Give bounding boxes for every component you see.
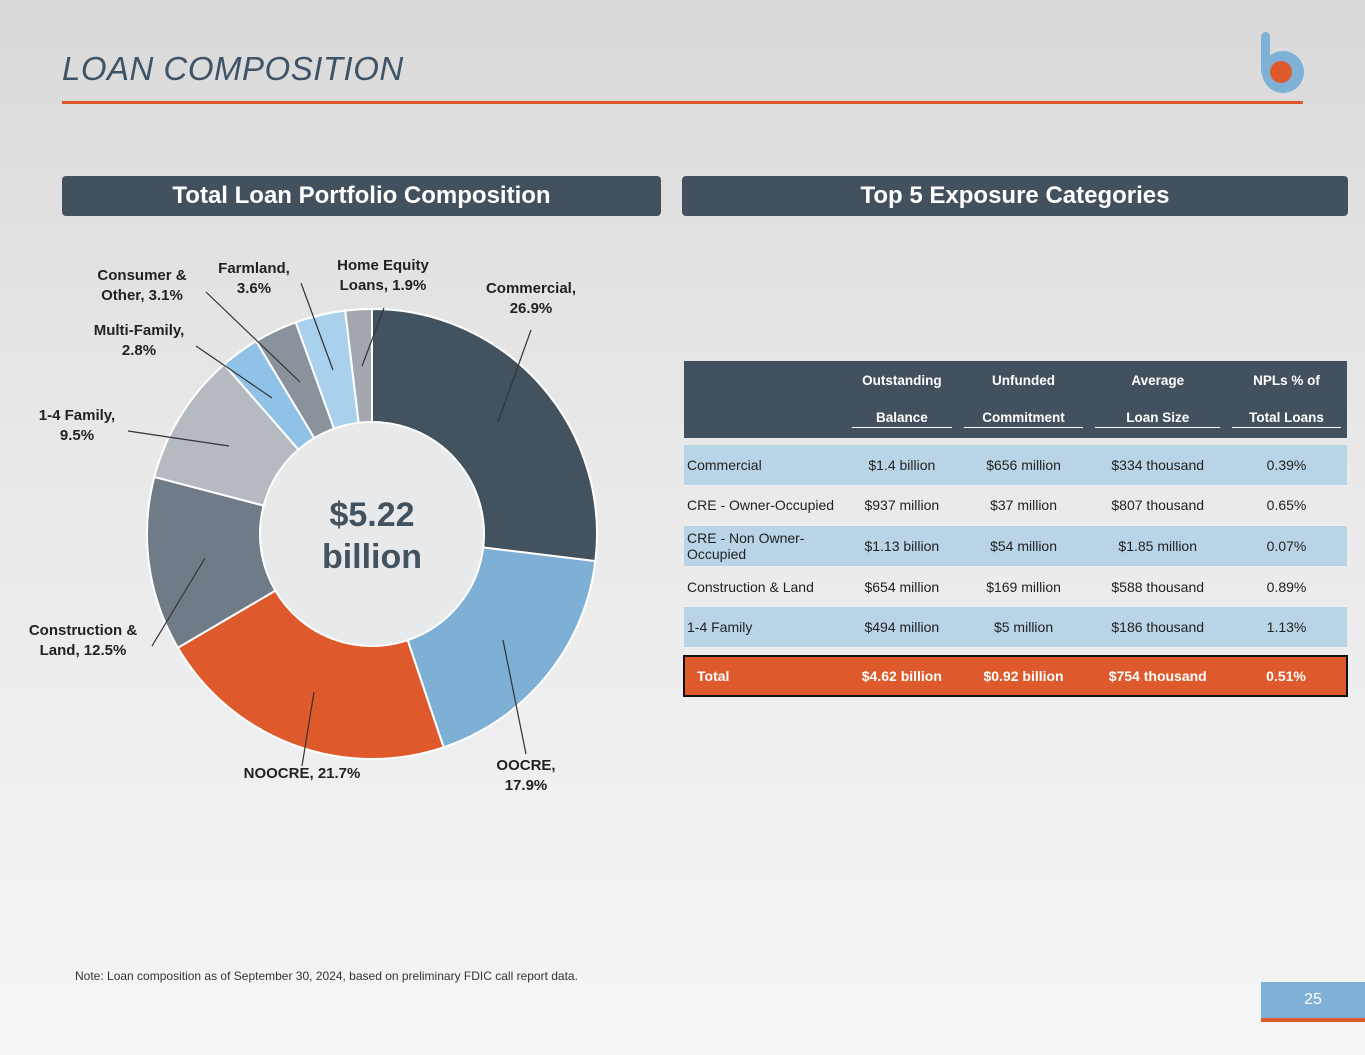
row-npl: 1.13% <box>1226 606 1347 648</box>
row-npl: 0.89% <box>1226 566 1347 608</box>
leader-line <box>361 307 385 367</box>
header-bottom: Total Loans <box>1226 399 1347 438</box>
donut-slice <box>406 546 597 749</box>
row-npl: 0.39% <box>1226 445 1347 486</box>
total-npl: 0.51% <box>1226 654 1348 697</box>
slice-label: Consumer & Other, 3.1% <box>97 267 186 304</box>
donut-slice <box>371 307 598 563</box>
header-corner <box>684 361 846 399</box>
loan-composition-donut-chart: $5.22 billion Commercial, 26.9% OOCRE, 17.9% N… <box>29 257 598 794</box>
row-avg-size: $334 thousand <box>1089 445 1227 486</box>
header-bottom: Loan Size <box>1089 399 1227 438</box>
row-unfunded: $169 million <box>957 566 1090 608</box>
top-exposure-header: Top 5 Exposure Categories <box>682 176 1348 216</box>
row-unfunded: $656 million <box>957 445 1090 486</box>
leader-line <box>497 329 532 423</box>
table-row: Construction & Land $654 million $169 mi… <box>684 566 1347 608</box>
header-bottom: Commitment <box>957 399 1090 438</box>
total-avg-size: $754 thousand <box>1089 654 1227 697</box>
slice-label: Multi-Family, 2.8% <box>94 322 185 359</box>
leader-line <box>151 557 206 647</box>
leader-line <box>127 430 230 447</box>
row-npl: 0.65% <box>1226 485 1347 527</box>
donut-slice <box>146 475 277 650</box>
donut-slice <box>344 307 373 424</box>
donut-hole <box>261 423 483 645</box>
slice-label: OOCRE, 17.9% <box>496 757 555 794</box>
header-bottom: Balance <box>846 399 958 438</box>
row-avg-size: $1.85 million <box>1089 525 1227 567</box>
slice-label: Farmland, 3.6% <box>218 260 290 297</box>
header-top: Outstanding <box>846 361 958 399</box>
donut-slice <box>176 589 445 760</box>
table-row: CRE - Non Owner-Occupied $1.13 billion $… <box>684 525 1347 567</box>
row-balance: $494 million <box>846 606 958 648</box>
leader-line <box>300 282 334 371</box>
table-row: 1-4 Family $494 million $5 million $186 … <box>684 606 1347 648</box>
header-top: NPLs % of <box>1226 361 1347 399</box>
leader-line <box>205 291 301 383</box>
leader-line <box>502 639 527 755</box>
table-row: CRE - Owner-Occupied $937 million $37 mi… <box>684 485 1347 527</box>
row-unfunded: $54 million <box>957 525 1090 567</box>
donut-center-label: $5.22 <box>329 496 414 534</box>
page-title: LOAN COMPOSITION <box>62 50 404 87</box>
header-corner <box>684 399 846 438</box>
header-top: Average <box>1089 361 1227 399</box>
title-rule <box>62 101 1303 104</box>
row-balance: $1.4 billion <box>846 445 958 486</box>
row-name: CRE - Non Owner-Occupied <box>684 525 846 567</box>
slice-label: NOOCRE, 21.7% <box>244 765 361 782</box>
slice-label: 1-4 Family, 9.5% <box>39 407 115 444</box>
total-unfunded: $0.92 billion <box>957 654 1090 697</box>
exposure-table: Outstanding Unfunded Average NPLs % of B… <box>683 361 1348 697</box>
row-name: CRE - Owner-Occupied <box>684 485 846 527</box>
leader-line <box>301 691 315 767</box>
table-row: Commercial $1.4 billion $656 million $33… <box>684 445 1347 486</box>
row-balance: $654 million <box>846 566 958 608</box>
row-name: Construction & Land <box>684 566 846 608</box>
total-name: Total <box>683 654 846 697</box>
footnote: Note: Loan composition as of September 3… <box>75 969 578 983</box>
row-name: Commercial <box>684 445 846 486</box>
slice-label: Commercial, 26.9% <box>486 280 576 317</box>
header-top: Unfunded <box>957 361 1090 399</box>
portfolio-composition-header: Total Loan Portfolio Composition <box>62 176 661 216</box>
table-total-row: Total $4.62 billion $0.92 billion $754 t… <box>683 654 1348 697</box>
slice-label: Construction & Land, 12.5% <box>29 622 137 659</box>
row-balance: $937 million <box>846 485 958 527</box>
donut-center-label: billion <box>322 538 422 576</box>
row-unfunded: $5 million <box>957 606 1090 648</box>
row-avg-size: $186 thousand <box>1089 606 1227 648</box>
row-unfunded: $37 million <box>957 485 1090 527</box>
leader-line <box>195 345 273 399</box>
row-avg-size: $807 thousand <box>1089 485 1227 527</box>
total-balance: $4.62 billion <box>846 654 958 697</box>
b-logo-icon <box>1261 32 1304 93</box>
row-name: 1-4 Family <box>684 606 846 648</box>
slice-label: Home Equity Loans, 1.9% <box>337 257 429 294</box>
row-balance: $1.13 billion <box>846 525 958 567</box>
page-number: 25 <box>1261 982 1365 1022</box>
row-avg-size: $588 thousand <box>1089 566 1227 608</box>
row-npl: 0.07% <box>1226 525 1347 567</box>
